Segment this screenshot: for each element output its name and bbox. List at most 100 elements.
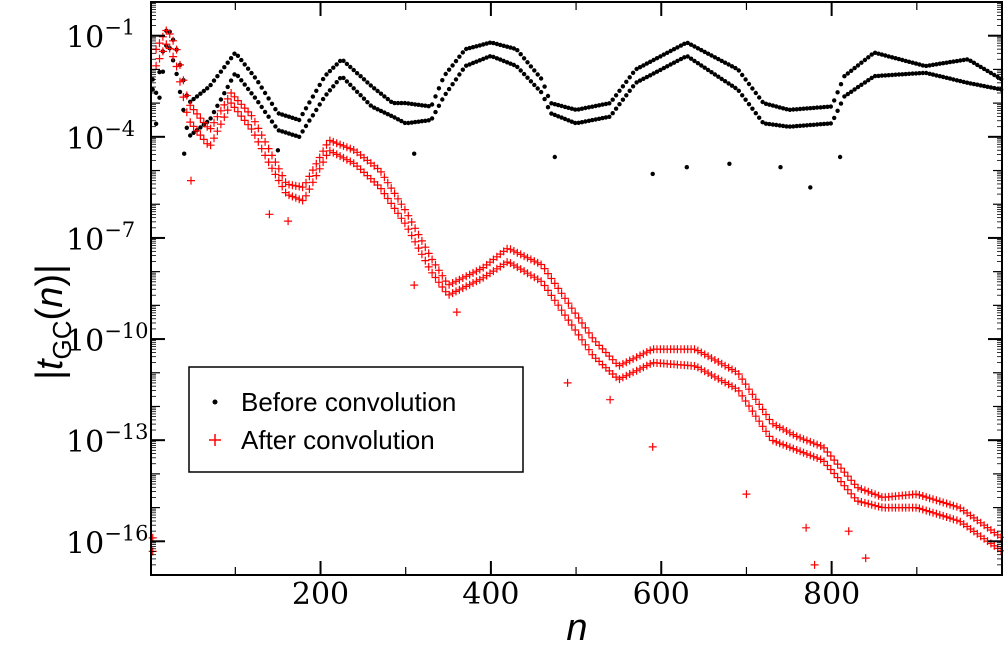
data-point <box>714 357 723 366</box>
data-point <box>634 66 639 72</box>
data-point <box>695 46 701 51</box>
data-point <box>445 280 454 289</box>
data-point <box>802 523 811 532</box>
data-point <box>239 78 244 83</box>
data-point <box>317 82 322 88</box>
data-point <box>757 115 762 120</box>
data-point <box>810 560 819 569</box>
data-point <box>552 112 557 118</box>
data-point <box>285 191 293 200</box>
data-point <box>814 105 820 110</box>
data-point <box>271 158 280 167</box>
data-point <box>733 65 738 71</box>
data-point <box>709 53 714 58</box>
data-point <box>540 281 549 290</box>
data-point <box>438 283 447 291</box>
data-point <box>784 107 789 112</box>
data-point <box>738 375 747 384</box>
data-point <box>223 94 232 103</box>
data-point <box>389 99 394 105</box>
data-point <box>777 105 782 110</box>
data-point <box>794 123 799 129</box>
data-point <box>712 72 718 77</box>
data-point <box>971 60 977 65</box>
y-axis-title-var: t <box>29 358 71 370</box>
data-point <box>622 358 631 367</box>
data-point <box>606 395 615 404</box>
data-point <box>981 66 987 72</box>
data-point <box>825 104 830 110</box>
data-point <box>312 171 321 180</box>
data-point <box>821 121 827 127</box>
data-point <box>182 151 187 156</box>
data-point <box>538 89 544 95</box>
data-point <box>152 61 161 70</box>
data-point <box>445 290 454 299</box>
data-point <box>225 84 230 90</box>
data-point <box>722 60 728 65</box>
data-point <box>745 402 753 410</box>
data-marks <box>148 26 1004 569</box>
data-point <box>222 91 227 96</box>
data-point <box>380 189 389 198</box>
data-point <box>707 354 716 363</box>
data-point <box>561 311 569 320</box>
data-point <box>767 102 772 107</box>
data-point <box>615 375 624 384</box>
data-point <box>320 96 326 102</box>
data-point <box>830 469 839 478</box>
data-point <box>710 372 719 381</box>
data-point <box>668 48 673 54</box>
data-point <box>935 510 944 519</box>
data-point <box>216 120 225 129</box>
data-point <box>469 279 477 287</box>
data-point <box>194 94 200 99</box>
data-point <box>273 124 278 129</box>
data-point <box>351 67 356 73</box>
svg-text:|tGC(n)|: |tGC(n)| <box>29 264 77 380</box>
data-point <box>935 497 944 506</box>
data-point <box>290 115 295 121</box>
data-point <box>196 131 205 140</box>
data-point <box>341 75 346 81</box>
data-point <box>992 85 997 91</box>
data-point <box>699 63 704 68</box>
data-point <box>571 309 580 318</box>
data-point <box>540 264 549 273</box>
data-point <box>820 443 828 452</box>
data-point <box>937 61 942 66</box>
data-point <box>530 273 539 282</box>
data-point <box>259 104 264 110</box>
data-point <box>189 105 198 114</box>
data-point <box>617 102 622 107</box>
data-point <box>535 72 540 77</box>
data-point <box>232 51 237 56</box>
data-point <box>402 100 408 106</box>
data-point <box>581 323 590 332</box>
data-point <box>564 299 573 308</box>
data-point <box>508 61 513 66</box>
data-point <box>864 487 873 496</box>
data-point <box>615 361 624 370</box>
data-point <box>717 359 726 368</box>
data-point <box>448 289 457 298</box>
data-point <box>428 255 437 264</box>
data-point <box>504 44 510 49</box>
data-point <box>958 58 963 63</box>
data-point <box>629 368 638 377</box>
data-point <box>949 515 958 524</box>
data-point <box>245 66 251 71</box>
data-point <box>825 121 830 126</box>
data-point <box>562 116 568 122</box>
data-point <box>305 185 314 194</box>
data-point <box>557 289 566 298</box>
data-point <box>939 511 948 520</box>
data-point <box>544 286 552 295</box>
data-point <box>958 78 963 84</box>
data-point <box>549 101 554 106</box>
legend-label-before: Before convolution <box>241 387 456 417</box>
data-point <box>426 104 431 109</box>
data-point <box>324 92 329 97</box>
data-point <box>682 55 687 60</box>
data-point <box>879 52 885 57</box>
